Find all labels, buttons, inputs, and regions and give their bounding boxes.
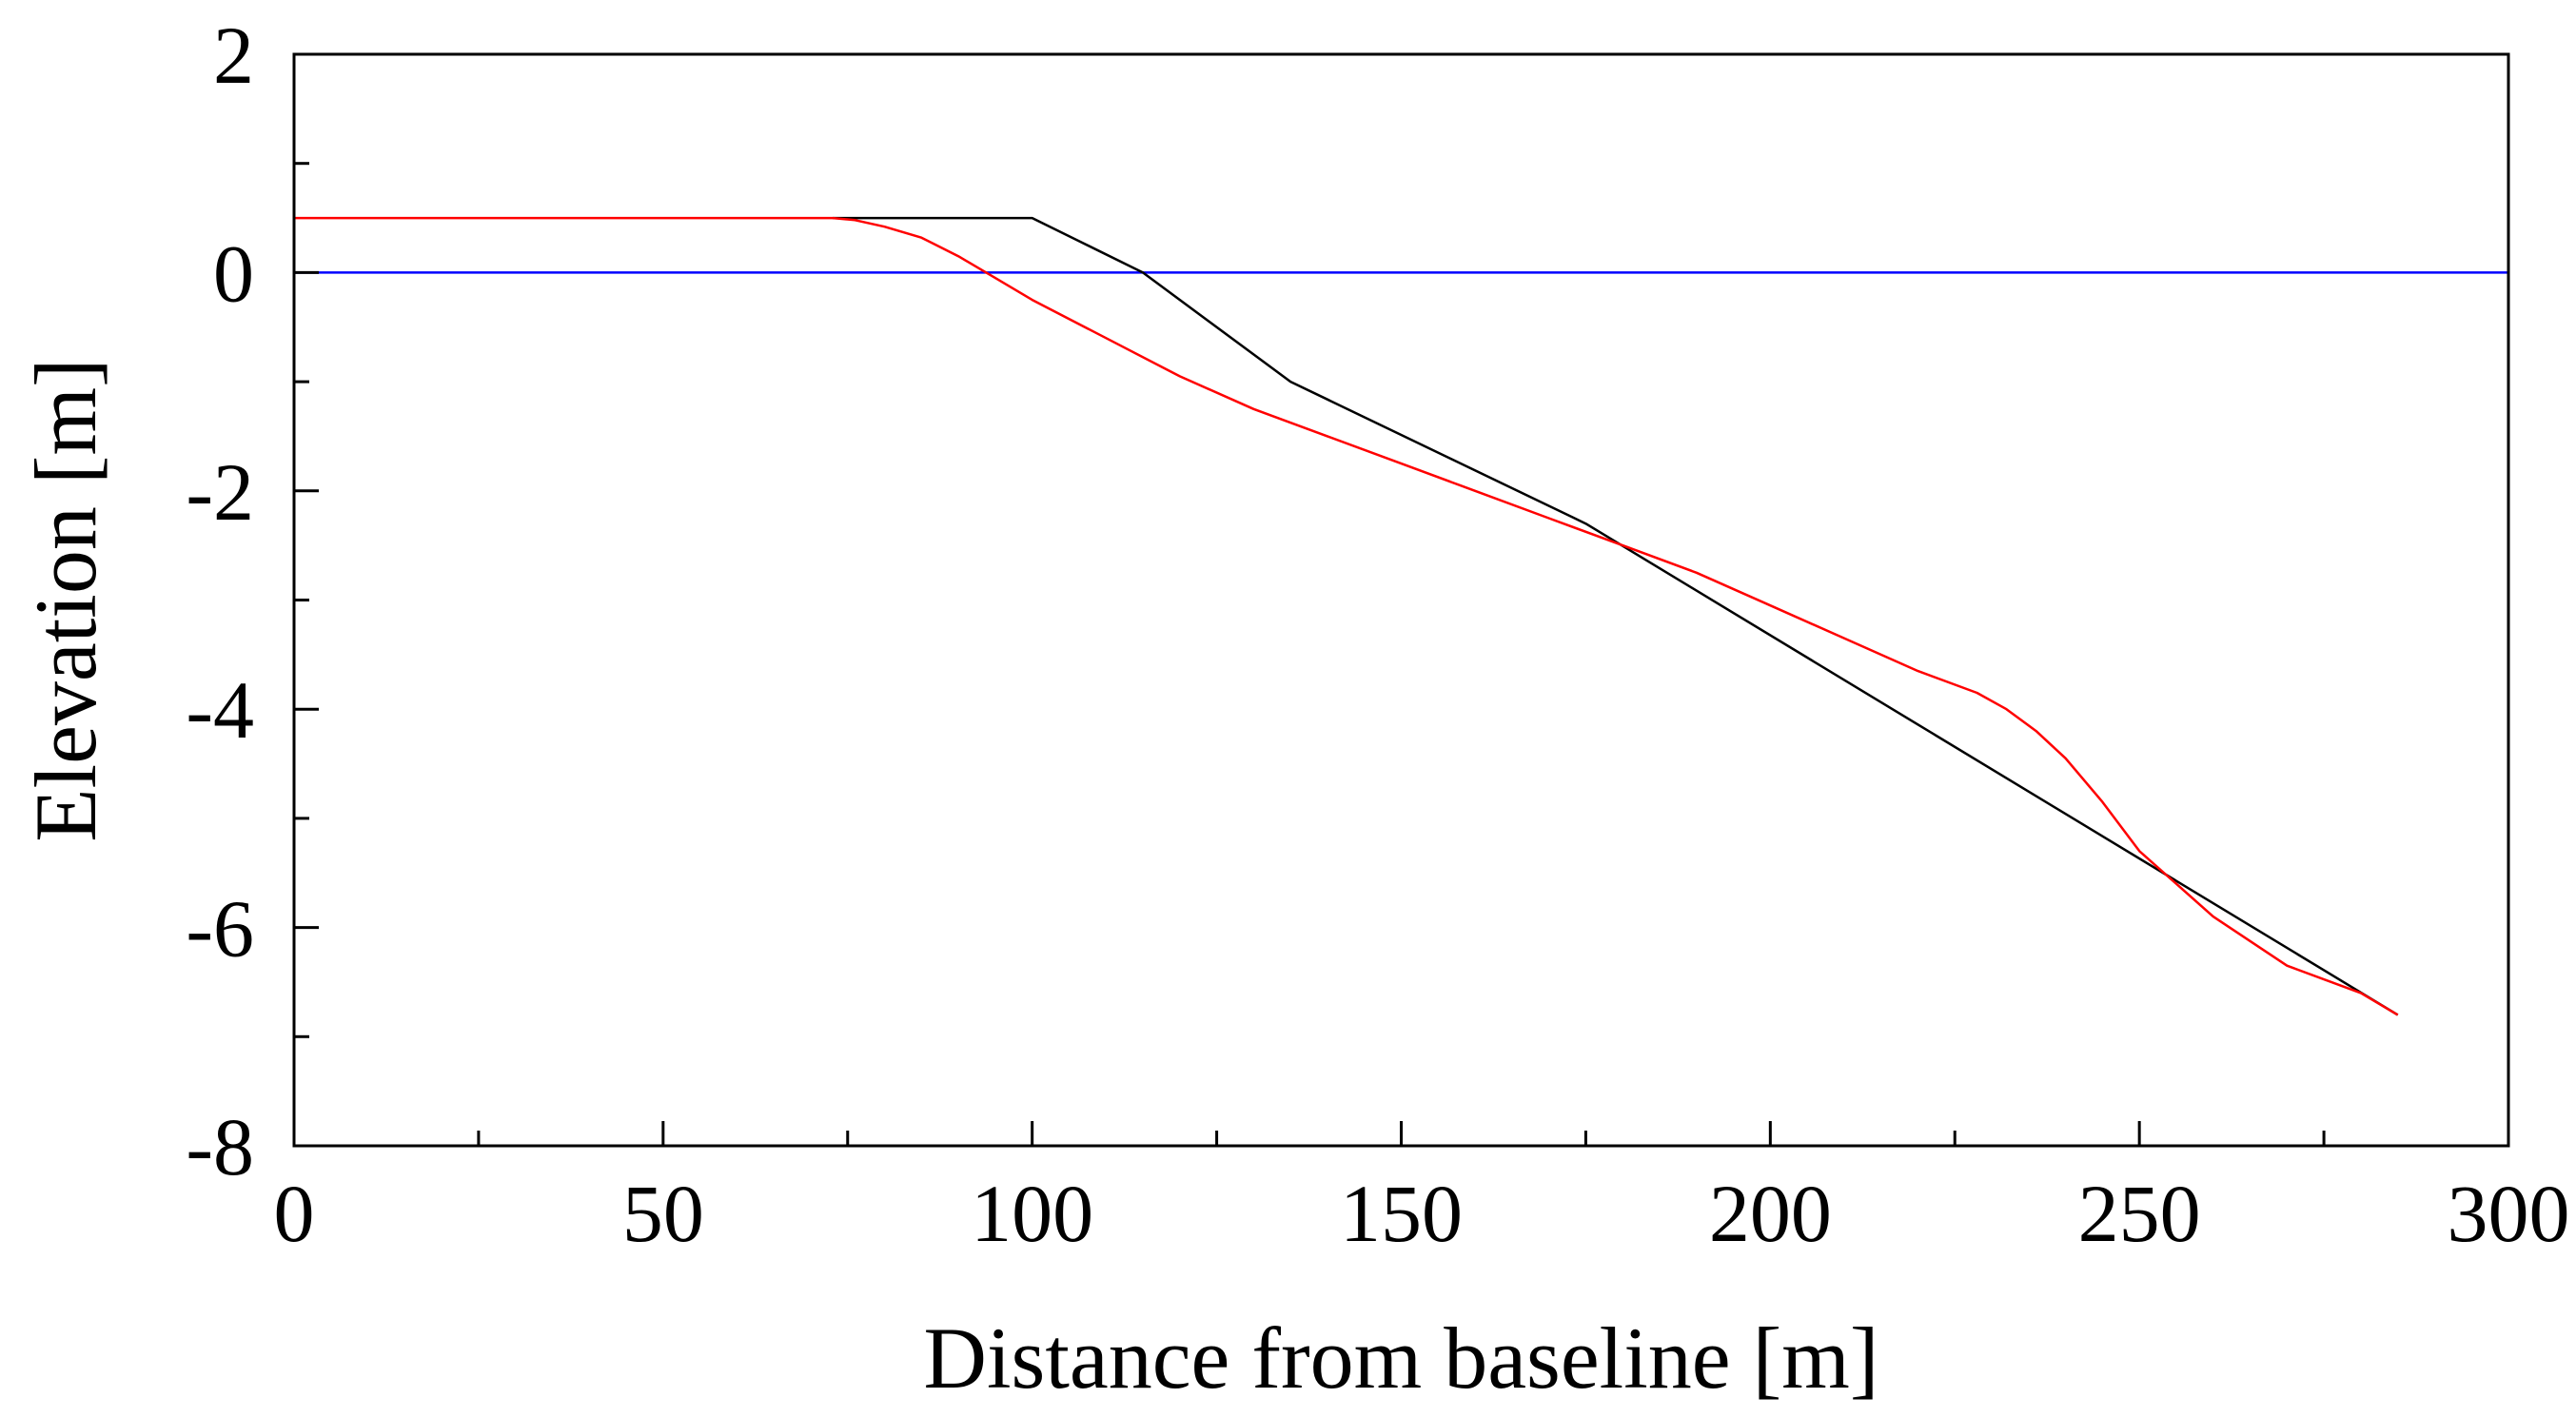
series-layer — [294, 216, 2508, 1016]
y-tick-label: -8 — [186, 1101, 254, 1192]
plot-frame — [292, 52, 2510, 1148]
y-axis-title: Elevation [m] — [17, 358, 114, 841]
label-layer: 0 50 100 150 200 250 300 2 0 -2 -4 -6 -8 — [186, 10, 2569, 1259]
tick-layer — [292, 52, 2510, 1148]
initial-profile-line — [833, 216, 2399, 1016]
y-tick-label: 2 — [213, 10, 254, 101]
x-tick-label: 150 — [1340, 1168, 1463, 1259]
y-tick-label: -4 — [186, 664, 254, 756]
x-tick-label: 0 — [274, 1168, 315, 1259]
x-tick-label: 200 — [1709, 1168, 1832, 1259]
x-tick-label: 300 — [2448, 1168, 2570, 1259]
x-tick-label: 50 — [622, 1168, 704, 1259]
x-tick-label: 100 — [971, 1168, 1093, 1259]
x-axis-title: Distance from baseline [m] — [924, 1310, 1879, 1407]
x-tick-label: 250 — [2078, 1168, 2201, 1259]
y-tick-label: -2 — [186, 446, 254, 538]
y-tick-label: -6 — [186, 883, 254, 975]
y-tick-label: 0 — [213, 227, 254, 319]
final-profile-line — [294, 216, 2399, 1016]
